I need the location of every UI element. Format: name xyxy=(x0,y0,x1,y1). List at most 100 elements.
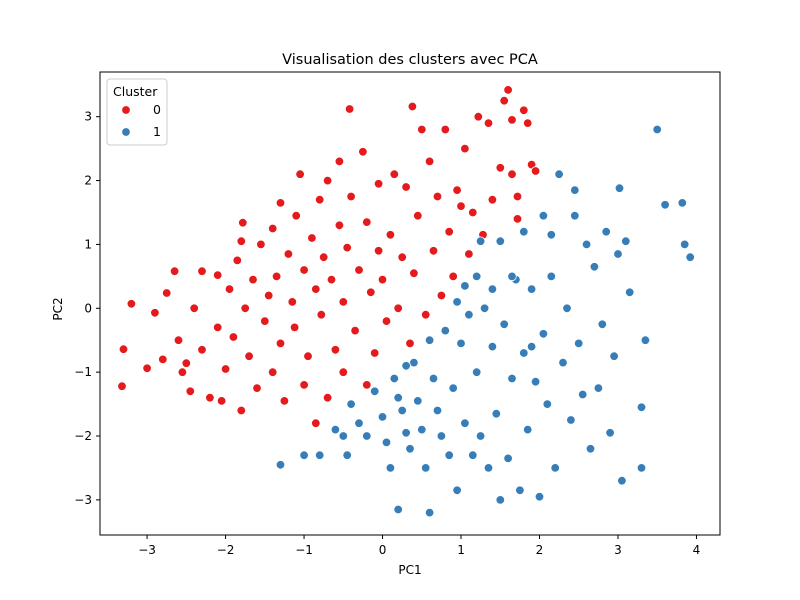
data-point-cluster-1 xyxy=(428,373,439,384)
data-point-cluster-0 xyxy=(117,381,127,391)
data-point-cluster-1 xyxy=(613,249,623,259)
data-point-cluster-1 xyxy=(389,373,400,384)
data-point-cluster-1 xyxy=(617,476,627,486)
data-point-cluster-1 xyxy=(570,210,580,221)
data-point-cluster-0 xyxy=(381,316,392,326)
data-point-cluster-0 xyxy=(495,163,506,173)
data-point-cluster-0 xyxy=(299,380,309,390)
data-point-cluster-1 xyxy=(625,287,635,298)
data-point-cluster-0 xyxy=(307,233,317,243)
data-point-cluster-0 xyxy=(334,156,345,167)
data-point-cluster-1 xyxy=(487,341,498,352)
data-point-cluster-0 xyxy=(244,351,254,361)
data-point-cluster-0 xyxy=(271,271,282,282)
data-point-cluster-0 xyxy=(252,383,262,393)
data-point-cluster-1 xyxy=(542,399,553,409)
data-point-cluster-1 xyxy=(448,383,458,393)
data-point-cluster-1 xyxy=(523,424,533,435)
data-point-cluster-0 xyxy=(319,252,329,262)
data-point-cluster-0 xyxy=(330,345,341,355)
data-point-cluster-0 xyxy=(362,217,372,227)
data-point-cluster-1 xyxy=(562,303,572,314)
legend-marker-cluster-1 xyxy=(121,127,131,137)
data-point-cluster-0 xyxy=(197,266,207,276)
data-point-cluster-0 xyxy=(401,182,411,192)
data-point-cluster-1 xyxy=(636,402,647,413)
data-point-cluster-1 xyxy=(424,507,435,518)
data-point-cluster-1 xyxy=(534,492,545,502)
data-point-cluster-1 xyxy=(405,444,415,454)
data-point-cluster-0 xyxy=(142,363,152,374)
data-point-cluster-0 xyxy=(373,179,384,189)
data-point-cluster-0 xyxy=(299,265,309,275)
data-point-cluster-1 xyxy=(354,418,364,428)
data-point-cluster-1 xyxy=(370,386,380,397)
data-point-cluster-1 xyxy=(574,338,584,349)
data-point-cluster-1 xyxy=(421,463,431,473)
y-tick-label: 1 xyxy=(84,237,92,251)
data-point-cluster-1 xyxy=(546,271,557,282)
data-point-cluster-0 xyxy=(338,367,349,377)
x-axis-label: PC1 xyxy=(398,563,421,577)
data-point-cluster-0 xyxy=(169,266,180,276)
legend-label-cluster-0: 0 xyxy=(153,102,161,117)
data-point-cluster-0 xyxy=(173,335,184,345)
data-point-cluster-0 xyxy=(507,115,517,125)
data-point-cluster-1 xyxy=(581,239,592,250)
data-point-cluster-0 xyxy=(256,239,266,250)
data-point-cluster-0 xyxy=(407,101,418,112)
data-point-cluster-0 xyxy=(126,299,137,309)
data-point-cluster-1 xyxy=(507,373,517,384)
data-point-cluster-0 xyxy=(354,265,364,275)
y-tick-label: −1 xyxy=(74,365,92,379)
data-point-cluster-0 xyxy=(448,271,458,282)
data-point-cluster-1 xyxy=(570,185,580,195)
legend-title: Cluster xyxy=(113,84,158,99)
axes-layer: −3 −2 −1 0 1 2 3 4 −3 −2 −1 0 1 2 3 xyxy=(74,71,721,557)
data-point-cluster-0 xyxy=(397,252,407,262)
data-point-cluster-0 xyxy=(344,104,355,114)
data-point-cluster-0 xyxy=(268,367,278,377)
data-point-cluster-1 xyxy=(452,485,462,496)
data-point-cluster-0 xyxy=(440,124,451,135)
data-point-cluster-0 xyxy=(232,255,243,266)
data-point-cluster-0 xyxy=(238,217,248,228)
legend-marker-cluster-0 xyxy=(121,105,131,115)
data-point-cluster-0 xyxy=(161,288,172,298)
data-point-cluster-1 xyxy=(362,431,372,441)
data-point-cluster-0 xyxy=(507,169,517,179)
y-tick-label: −3 xyxy=(74,493,92,507)
data-point-cluster-1 xyxy=(346,399,356,409)
data-point-cluster-1 xyxy=(275,460,286,470)
data-point-cluster-0 xyxy=(350,325,360,336)
chart-title: Visualisation des clusters avec PCA xyxy=(282,52,538,68)
data-point-cluster-1 xyxy=(460,418,470,428)
data-point-cluster-1 xyxy=(401,361,411,371)
data-point-cluster-0 xyxy=(315,194,325,205)
data-point-cluster-0 xyxy=(158,354,168,365)
data-point-cluster-0 xyxy=(334,220,345,231)
data-point-cluster-0 xyxy=(413,210,423,221)
data-point-cluster-1 xyxy=(538,329,549,339)
points-layer xyxy=(117,85,695,518)
data-point-cluster-0 xyxy=(181,358,192,368)
data-point-cluster-0 xyxy=(358,147,368,157)
data-point-cluster-0 xyxy=(150,308,160,318)
data-point-cluster-1 xyxy=(401,428,411,438)
data-point-cluster-0 xyxy=(240,303,250,314)
data-point-cluster-1 xyxy=(452,297,462,307)
data-point-cluster-0 xyxy=(417,124,427,135)
data-point-cluster-0 xyxy=(326,274,337,285)
data-point-cluster-1 xyxy=(578,389,588,400)
data-point-cluster-0 xyxy=(264,290,274,301)
data-point-cluster-1 xyxy=(381,437,392,448)
data-point-cluster-1 xyxy=(680,239,690,250)
data-point-cluster-0 xyxy=(456,201,466,211)
x-tick-label: −3 xyxy=(138,543,156,557)
data-point-cluster-0 xyxy=(362,380,372,390)
data-point-cluster-1 xyxy=(554,169,564,179)
data-point-cluster-0 xyxy=(291,210,301,221)
data-point-cluster-1 xyxy=(597,319,608,330)
data-point-cluster-1 xyxy=(589,262,600,272)
data-point-cluster-1 xyxy=(436,431,447,441)
